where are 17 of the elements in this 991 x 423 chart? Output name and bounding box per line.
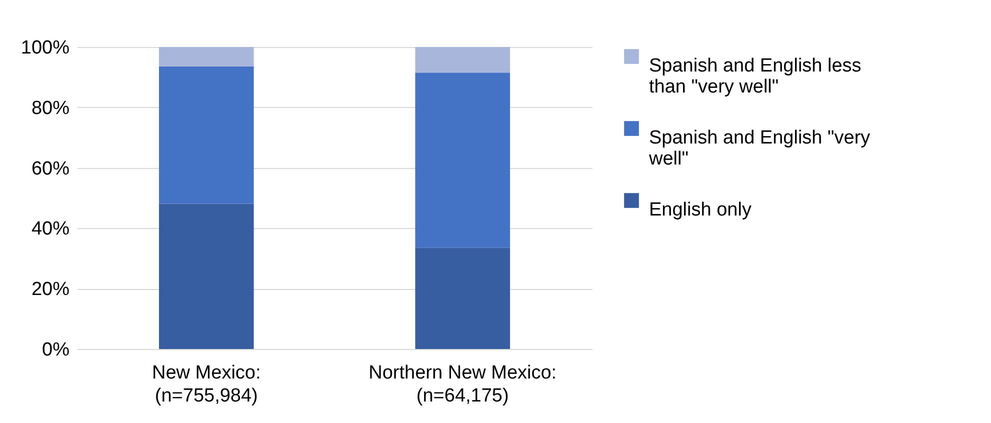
y-tick-label: 0% (42, 340, 70, 360)
y-tick-label: 100% (20, 38, 70, 58)
legend-label: Spanish and English "very well" (648, 128, 871, 170)
x-tick-label: Northern New Mexico: (n=64,175) (368, 362, 557, 406)
bar (415, 72, 510, 248)
y-tick-label: 80% (31, 98, 70, 119)
legend-label: English only (649, 200, 752, 220)
bar (158, 204, 254, 349)
x-tick-label: New Mexico: (n=755,984) (152, 362, 261, 406)
y-tick-label: 20% (31, 279, 70, 300)
legend-label: Spanish and English less than "very well" (649, 56, 862, 98)
y-tick-label: 40% (31, 218, 70, 240)
bar (158, 47, 254, 66)
bar (415, 248, 510, 349)
bar (158, 66, 254, 204)
y-tick-label: 60% (31, 158, 70, 180)
bar (415, 47, 510, 73)
